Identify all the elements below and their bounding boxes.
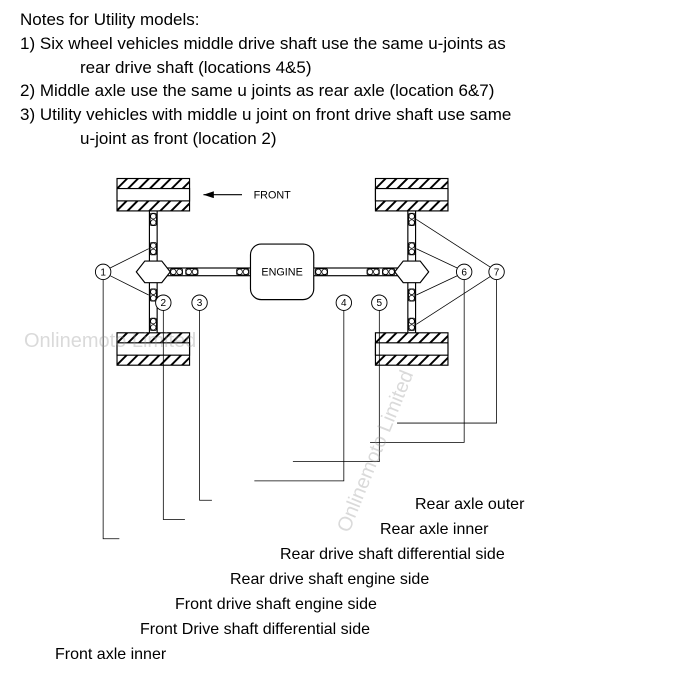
marker-4: 4 <box>336 295 351 310</box>
marker-5: 5 <box>372 295 387 310</box>
utility-notes: Notes for Utility models: 1) Six wheel v… <box>20 8 680 151</box>
callout-1: Front axle inner <box>55 646 166 664</box>
note-1: 1) Six wheel vehicles middle drive shaft… <box>20 32 680 80</box>
marker-7: 7 <box>489 264 504 279</box>
note-2: 2) Middle axle use the same u joints as … <box>20 79 680 103</box>
callout-4: Rear drive shaft engine side <box>230 571 429 589</box>
front-label: FRONT <box>254 190 292 202</box>
marker-6: 6 <box>456 264 471 279</box>
svg-text:4: 4 <box>341 298 347 309</box>
notes-title: Notes for Utility models: <box>20 8 680 32</box>
callout-6: Rear axle inner <box>380 521 489 539</box>
svg-text:2: 2 <box>161 298 167 309</box>
marker-3: 3 <box>192 295 207 310</box>
marker-1: 1 <box>95 264 110 279</box>
svg-text:1: 1 <box>100 267 106 278</box>
marker-2: 2 <box>156 295 171 310</box>
engine-label: ENGINE <box>261 267 302 279</box>
callout-2: Front Drive shaft differential side <box>140 621 370 639</box>
callout-5: Rear drive shaft differential side <box>280 546 505 564</box>
svg-text:5: 5 <box>377 298 383 309</box>
svg-text:6: 6 <box>461 267 467 278</box>
drivetrain-diagram: 1 2 3 4 5 6 7 ENGINE FRONT <box>0 160 700 700</box>
svg-text:7: 7 <box>494 267 500 278</box>
svg-text:3: 3 <box>197 298 203 309</box>
note-3: 3) Utility vehicles with middle u joint … <box>20 103 680 151</box>
callout-3: Front drive shaft engine side <box>175 596 377 614</box>
callout-7: Rear axle outer <box>415 496 524 514</box>
